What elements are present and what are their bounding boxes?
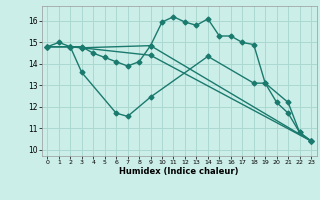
- X-axis label: Humidex (Indice chaleur): Humidex (Indice chaleur): [119, 167, 239, 176]
